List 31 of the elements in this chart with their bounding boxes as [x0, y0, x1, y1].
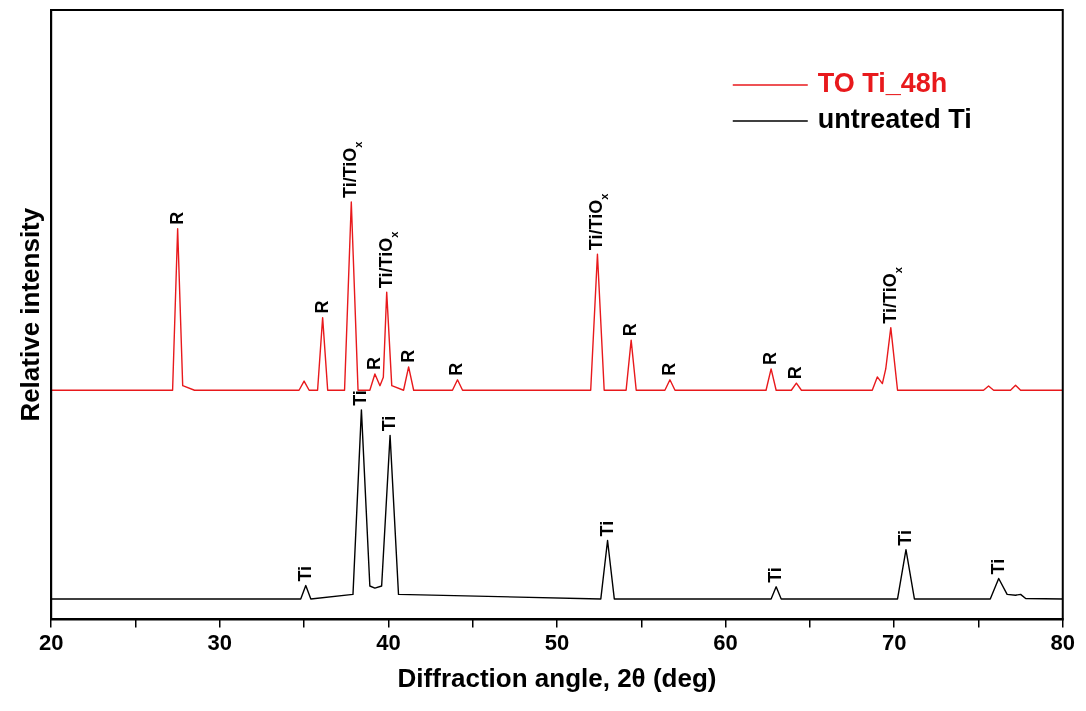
annotation: Ti [596, 520, 617, 537]
legend-label: untreated Ti [817, 104, 972, 135]
annotation: Ti [765, 567, 786, 583]
annotation: R [446, 362, 467, 376]
annotation: Ti [894, 530, 915, 546]
x-tick-label: 50 [544, 629, 570, 655]
x-tick-label: 20 [38, 629, 64, 655]
annotation: R [760, 351, 781, 365]
annotation: Ti [987, 558, 1008, 575]
annotation: R [397, 349, 418, 363]
x-tick-label: 80 [1050, 629, 1076, 655]
annotation: R [363, 356, 384, 370]
annotation: Ti [350, 390, 371, 406]
x-tick-label: 60 [713, 629, 738, 655]
x-tick-label: 30 [207, 629, 233, 655]
x-axis-title: Diffraction angle, 2θ (deg) [397, 662, 717, 693]
annotation: R [166, 211, 187, 225]
annotation: Ti/TiOx [340, 140, 365, 198]
annotation: R [658, 362, 679, 376]
annotation: R [311, 300, 332, 314]
x-tick-label: 40 [376, 629, 401, 655]
annotation: Ti [294, 565, 315, 582]
annotation: Ti [379, 415, 400, 432]
x-tick-label: 70 [881, 629, 907, 655]
annotation: Ti/TiOx [879, 266, 904, 324]
y-axis-title: Relative intensity [14, 207, 45, 422]
annotation: R [785, 366, 806, 380]
legend-label: TO Ti_48h [817, 68, 948, 99]
annotation: Ti/TiOx [586, 192, 611, 251]
annotation: R [620, 323, 641, 337]
annotation: Ti/TiOx [375, 230, 400, 289]
